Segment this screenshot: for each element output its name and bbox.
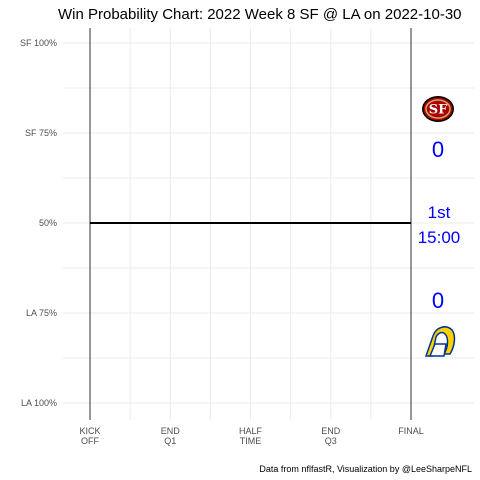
x-tick-label: KICK OFF	[79, 426, 100, 446]
svg-text:SF: SF	[429, 103, 448, 118]
sf-49ers-logo-icon: SF	[422, 96, 454, 122]
x-tick-label: HALF TIME	[239, 426, 263, 446]
la-rams-logo-icon	[424, 326, 456, 357]
y-tick-label: LA 75%	[26, 308, 57, 318]
y-tick-label: SF 75%	[25, 128, 57, 138]
y-tick-label: 50%	[39, 218, 57, 228]
x-tick-label: FINAL	[398, 426, 424, 436]
series-layer	[89, 28, 412, 420]
x-tick-label: END Q3	[321, 426, 341, 446]
game-clock: 15:00	[418, 228, 461, 247]
y-tick-label: LA 100%	[21, 398, 57, 408]
x-axis-ticks: KICK OFF END Q1 HALF TIME END Q3 FINAL	[79, 426, 423, 446]
quarter-label: 1st	[428, 203, 451, 222]
y-axis-ticks: SF 100% SF 75% 50% LA 75% LA 100%	[20, 38, 57, 408]
x-tick-label: END Q1	[161, 426, 181, 446]
y-tick-label: SF 100%	[20, 38, 57, 48]
away-score: 0	[432, 137, 444, 162]
chart-caption: Data from nflfastR, Visualization by @Le…	[259, 464, 472, 474]
home-score: 0	[432, 288, 444, 313]
chart-title: Win Probability Chart: 2022 Week 8 SF @ …	[58, 6, 462, 23]
